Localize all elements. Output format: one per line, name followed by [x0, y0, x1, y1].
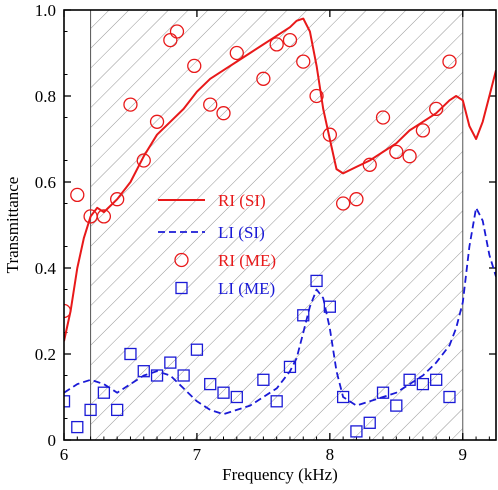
marker-li-me [64, 395, 71, 408]
marker-li-me [430, 373, 443, 386]
marker-ri-me [70, 187, 85, 203]
marker-ri-me [282, 32, 298, 48]
legend-label-li-me: LI (ME) [218, 279, 275, 298]
marker-li-me [97, 386, 111, 399]
marker-ri-me [362, 157, 377, 172]
marker-ri-me [64, 303, 72, 319]
marker-ri-me [335, 196, 351, 211]
marker-ri-me [402, 149, 417, 164]
marker-li-me [336, 390, 350, 404]
marker-li-me [310, 274, 323, 288]
marker-li-me [403, 373, 416, 386]
marker-li-me [111, 403, 124, 417]
marker-li-me [84, 403, 97, 417]
y-tick-label: 1.0 [35, 1, 56, 20]
marker-ri-me [349, 192, 364, 207]
marker-ri-me [442, 54, 457, 69]
marker-li-me [443, 390, 456, 404]
marker-ri-me [415, 123, 431, 138]
series-line-ri-si [64, 17, 496, 342]
marker-ri-me [203, 97, 218, 112]
band-hatch [90, 10, 463, 440]
marker-li-me [150, 369, 164, 382]
marker-ri-me [149, 114, 165, 129]
marker-li-me [270, 395, 283, 408]
marker-li-me [177, 369, 190, 382]
y-tick-label: 0 [48, 431, 57, 450]
marker-li-me [363, 416, 376, 429]
legend: RI (SI) LI (SI) RI (ME) LI (ME) [158, 191, 276, 298]
marker-li-me [124, 347, 137, 361]
y-tick-label: 0.2 [35, 345, 56, 364]
legend-label-li-si: LI (SI) [218, 223, 265, 242]
marker-li-me [390, 399, 403, 412]
marker-ri-me [136, 153, 151, 168]
marker-ri-me [296, 54, 311, 69]
y-axis-label: Transmittance [3, 177, 22, 274]
marker-li-me [190, 343, 204, 356]
marker-li-me [137, 365, 150, 378]
y-tick-label: 0.6 [35, 173, 56, 192]
marker-ri-me [269, 37, 284, 52]
marker-ri-me [169, 24, 185, 39]
marker-ri-me [123, 97, 138, 112]
legend-label-ri-me: RI (ME) [218, 251, 276, 270]
x-tick-label: 8 [326, 445, 335, 464]
marker-ri-me [110, 192, 125, 207]
marker-ri-me [429, 101, 444, 117]
x-tick-label: 9 [459, 445, 468, 464]
x-axis-label: Frequency (kHz) [222, 465, 338, 484]
marker-li-me [217, 386, 230, 399]
x-tick-label: 6 [60, 445, 69, 464]
marker-ri-me [309, 88, 324, 104]
x-tick-label: 7 [193, 445, 202, 464]
marker-li-me [257, 373, 270, 386]
marker-ri-me [187, 58, 202, 74]
marker-li-me [350, 425, 363, 438]
data-series [64, 17, 496, 438]
shaded-frequency-band [90, 10, 464, 440]
legend-swatch-ri-me [174, 252, 189, 268]
marker-li-me [297, 309, 310, 322]
marker-li-me [416, 377, 430, 391]
y-tick-label: 0.4 [35, 259, 57, 278]
marker-li-me [71, 420, 84, 434]
marker-li-me [323, 300, 336, 313]
legend-swatch-li-me [175, 281, 188, 295]
marker-ri-me [229, 45, 244, 61]
y-tick-label: 0.8 [35, 87, 56, 106]
marker-ri-me [375, 110, 391, 125]
marker-ri-me [322, 127, 337, 142]
marker-li-me [164, 356, 177, 369]
plot-frame [63, 9, 497, 441]
series-line-li-si [64, 206, 496, 416]
marker-ri-me [256, 71, 271, 86]
marker-ri-me [389, 144, 404, 160]
marker-li-me [230, 390, 243, 404]
legend-label-ri-si: RI (SI) [218, 191, 266, 210]
marker-li-me [204, 377, 217, 391]
marker-li-me [283, 360, 297, 374]
marker-ri-me [96, 209, 112, 224]
marker-li-me [376, 386, 390, 399]
tick-labels: 6 7 8 9 0 0.2 0.4 0.6 0.8 1.0 [35, 1, 467, 464]
marker-ri-me [216, 106, 231, 121]
